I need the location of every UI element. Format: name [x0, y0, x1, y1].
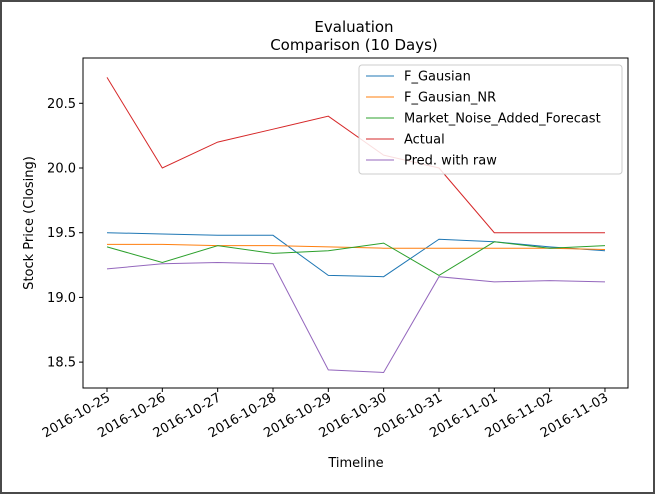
y-tick-label: 20.0: [47, 162, 76, 177]
chart-subtitle: Comparison (10 Days): [270, 36, 438, 54]
y-tick-label: 19.5: [47, 226, 76, 241]
legend-box: [358, 64, 623, 175]
series-line-1: [107, 243, 606, 250]
legend-label: Market_Noise_Added_Forecast: [404, 112, 601, 127]
legend-label: F_Gausian: [404, 70, 471, 85]
legend-label: F_Gausian_NR: [404, 91, 496, 106]
y-tick-label: 20.5: [47, 97, 76, 112]
y-tick-label: 19.0: [47, 291, 76, 306]
legend-label: Pred. with raw: [404, 154, 497, 169]
y-tick-label: 18.5: [47, 356, 76, 371]
x-axis-label: Timeline: [327, 456, 383, 471]
series-line-2: [106, 241, 606, 276]
y-axis-label: Stock Price (Closing): [22, 156, 37, 290]
y-axis: 18.5 19.0 19.5 20.0 20.5: [47, 97, 83, 371]
legend-label: Actual: [404, 133, 445, 148]
legend: F_Gausian F_Gausian_NR Market_Noise_Added_…: [358, 64, 623, 175]
series-line-4: [106, 261, 606, 374]
series-line-0: [106, 232, 606, 278]
plot-area: [82, 57, 629, 389]
chart-title: Evaluation: [314, 18, 393, 36]
series-line-3: [106, 77, 605, 234]
x-axis: 2016-10-252016-10-262016-10-272016-10-28…: [40, 388, 611, 441]
series-lines: [106, 77, 606, 374]
